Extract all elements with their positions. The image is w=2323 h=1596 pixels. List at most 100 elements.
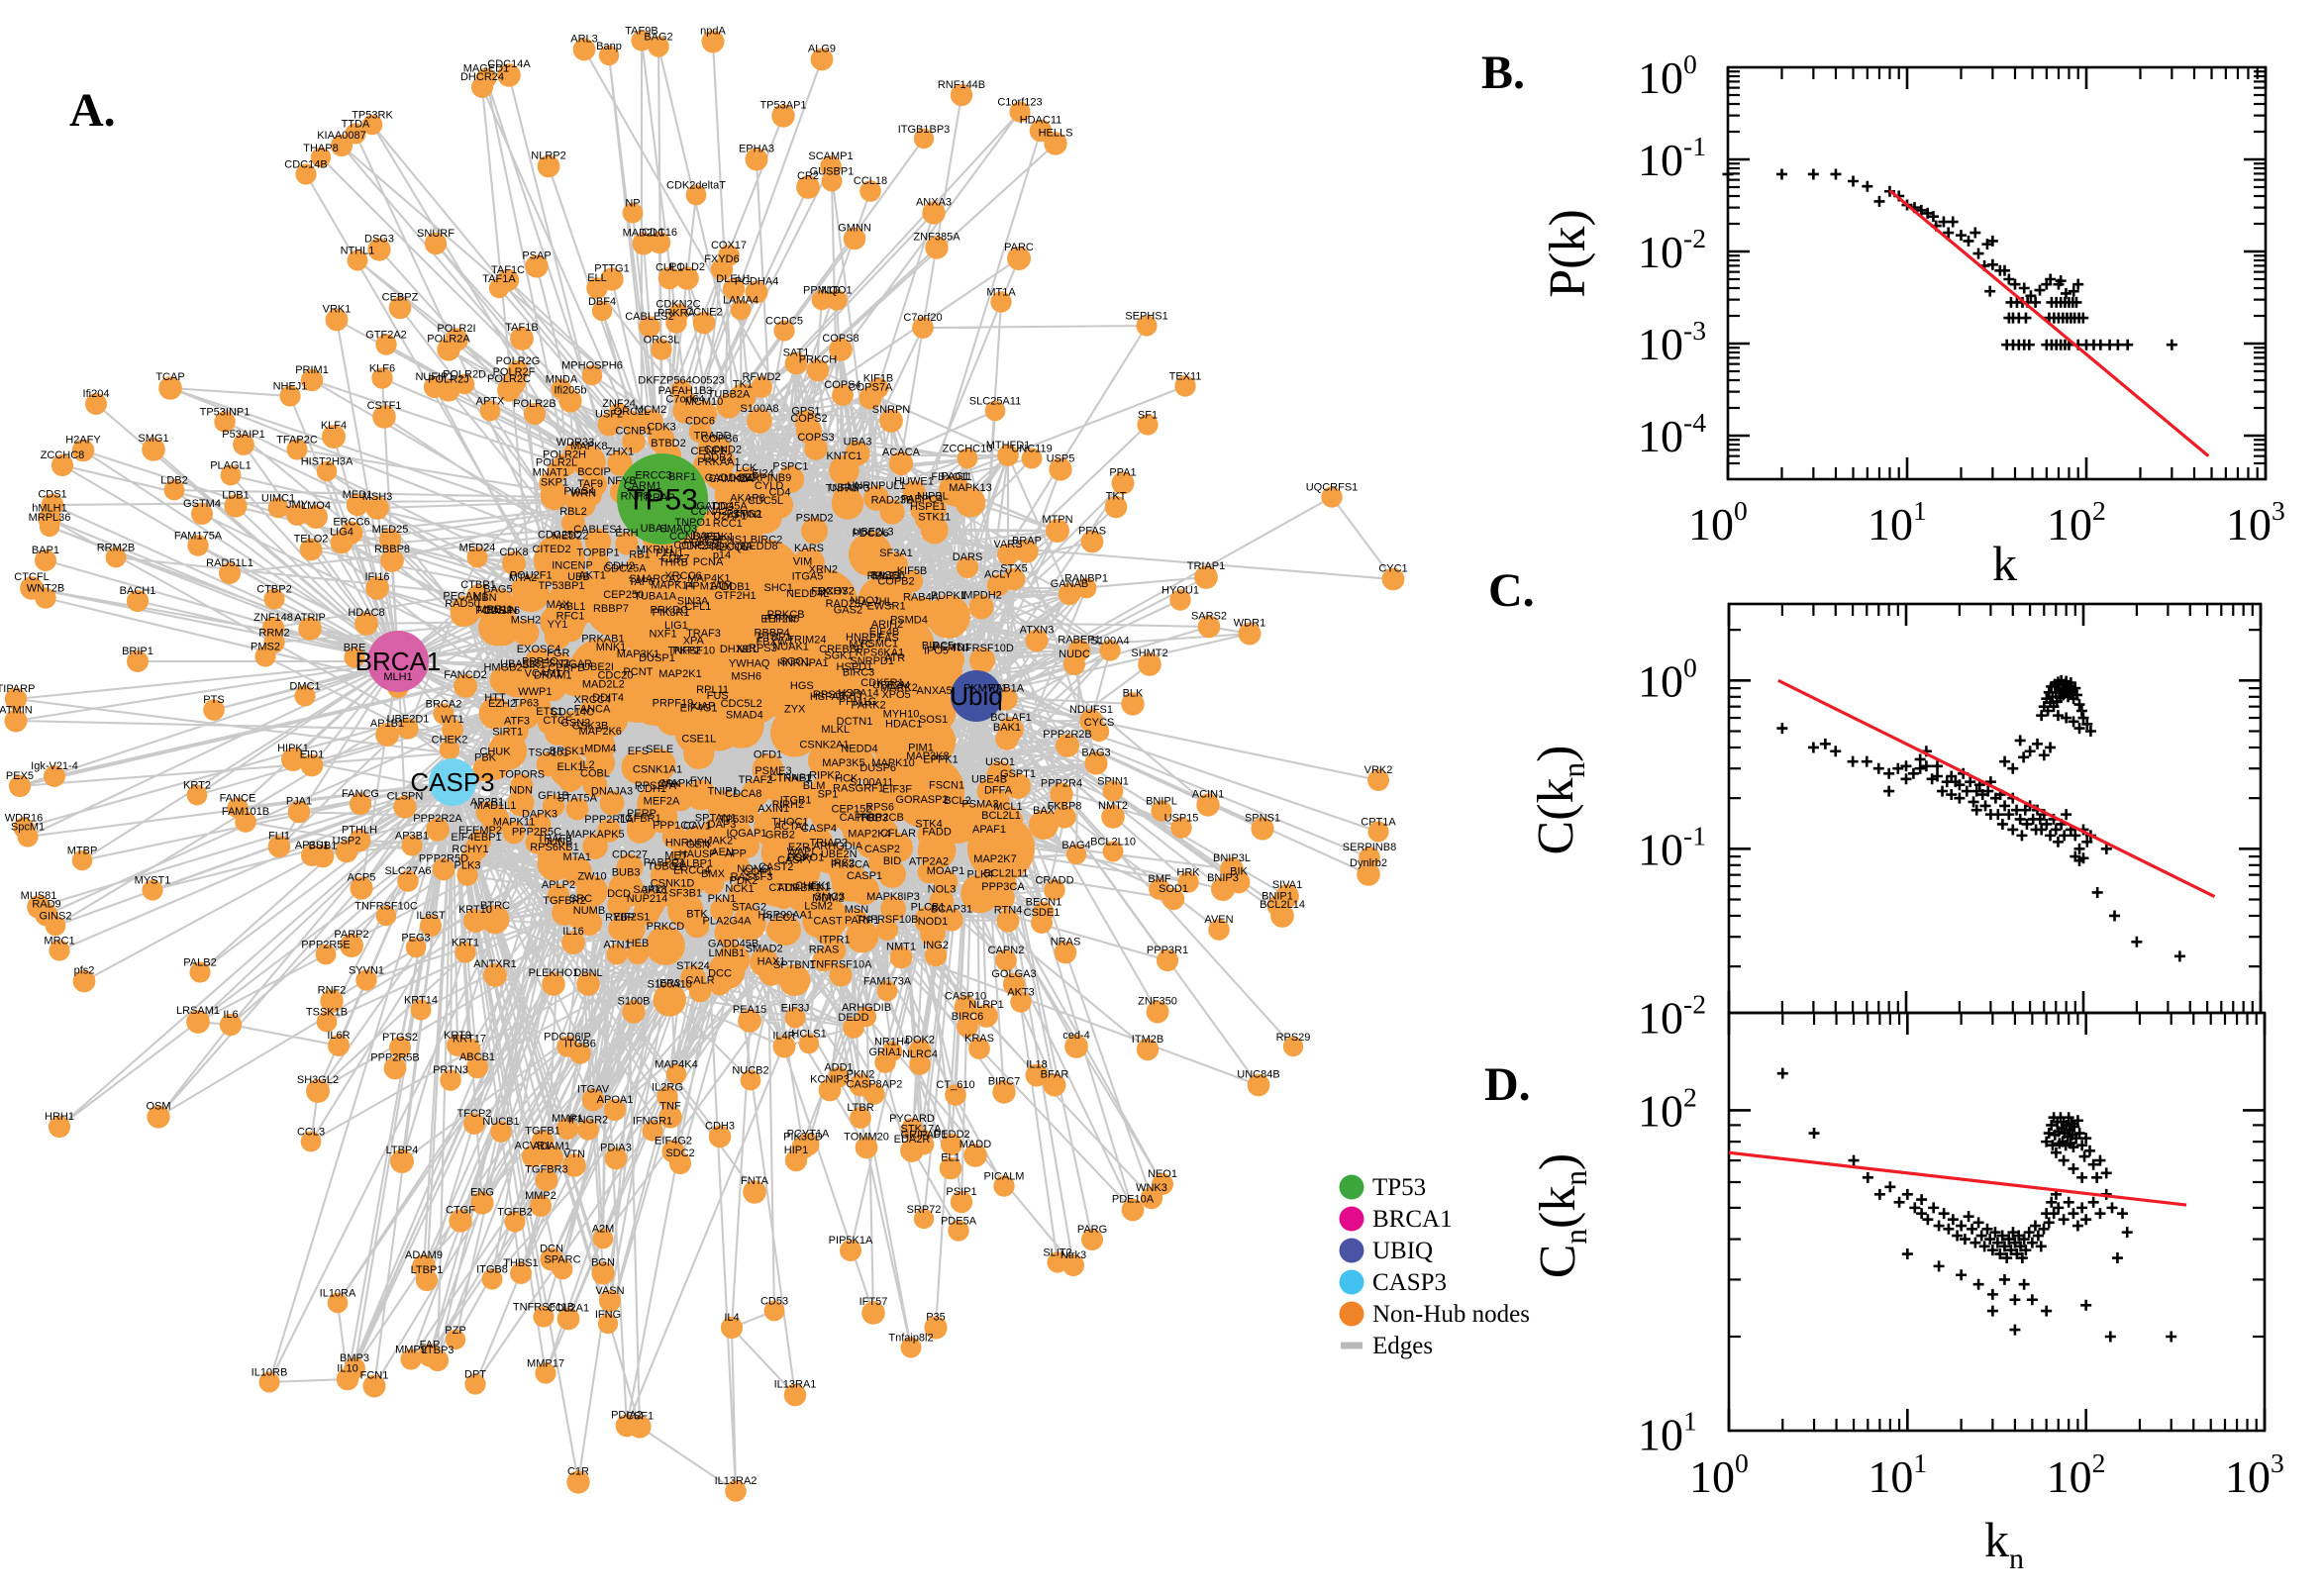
node-label: PEG3 <box>401 933 430 945</box>
node-label: ZNF148 <box>253 612 293 624</box>
network-node <box>535 1362 556 1384</box>
network-node <box>810 48 834 71</box>
node-label: UBR5 <box>829 482 858 494</box>
xtick-label-B: 103 <box>2226 495 2285 549</box>
scatter-points-D <box>1776 1067 2177 1343</box>
node-label: SRC <box>569 893 592 905</box>
network-node <box>299 538 323 561</box>
legend-swatch-brca1 <box>1339 1206 1364 1232</box>
node-label: EIF4EBP1 <box>451 832 501 844</box>
node-label: PCYT1A <box>787 1129 830 1141</box>
node-label: STAT5A <box>557 793 598 805</box>
node-label: VARS <box>993 539 1022 550</box>
node-label: npdA <box>700 26 726 38</box>
node-label: SERPINB8 <box>1343 842 1396 853</box>
node-label: MLKL <box>821 724 850 736</box>
node-label: UBE2N <box>821 848 858 860</box>
node-label: PAFAH1B3 <box>658 385 713 397</box>
network-node <box>912 317 934 339</box>
node-label: SPARC <box>544 1254 580 1266</box>
network-node <box>900 1139 924 1162</box>
network-node <box>710 898 734 922</box>
network-node <box>126 589 150 613</box>
network-node <box>752 484 786 519</box>
node-label: APOA1 <box>597 1094 634 1106</box>
network-node <box>1065 844 1087 865</box>
network-node <box>581 364 603 386</box>
node-label: CSNK2A1 <box>799 740 849 751</box>
panel-letter-b: B. <box>1481 47 1526 99</box>
node-label: A2M <box>592 1224 615 1236</box>
node-label: MTA1 <box>563 851 592 863</box>
node-label: LAMA4 <box>723 295 758 307</box>
node-label: ALG9 <box>808 44 836 55</box>
node-label: CDH3 <box>705 1121 735 1133</box>
node-label: PECAM1 <box>443 591 487 603</box>
node-label: pfs2 <box>74 965 95 977</box>
xtick-label-B: 102 <box>2047 495 2106 549</box>
network-node <box>701 817 730 846</box>
network-node <box>604 1147 628 1170</box>
node-label: CDK5R1 <box>860 677 903 689</box>
node-label: PLEC1 <box>762 912 797 924</box>
node-label: H2AFY <box>65 435 101 447</box>
node-label: KRT2 <box>183 780 211 792</box>
node-label: USF2 <box>595 409 623 421</box>
ylabel-B: P(k) <box>1540 209 1596 298</box>
network-node <box>577 1119 599 1141</box>
node-label: CITED2 <box>532 544 570 555</box>
network-node <box>763 1300 785 1322</box>
network-node <box>362 1374 386 1398</box>
node-label: RRAS <box>809 945 840 956</box>
network-node <box>861 1301 885 1325</box>
node-label: SDC2 <box>665 1147 694 1159</box>
network-node <box>371 367 393 389</box>
node-label: PSMD4 <box>890 614 928 626</box>
network-node <box>646 926 685 965</box>
network-node <box>948 1220 969 1242</box>
node-label: PSMA3 <box>961 799 998 811</box>
node-label: CASP8AP2 <box>847 1078 903 1090</box>
node-label: HNRNPA1 <box>777 657 829 669</box>
node-label: TFAP2C <box>276 434 318 446</box>
node-label: CTTN <box>768 882 797 894</box>
node-label: AKT3 <box>1007 986 1035 998</box>
node-label: DEDD <box>838 1012 868 1024</box>
node-label: MAD1L1 <box>474 800 517 812</box>
node-label: NUP214 <box>627 893 668 905</box>
node-label: ITGB6 <box>564 1038 596 1049</box>
network-node <box>607 450 633 476</box>
node-label: THAP8 <box>303 143 338 154</box>
network-node <box>424 232 448 255</box>
network-node <box>1136 1038 1160 1061</box>
node-label: AP1B1 <box>370 718 404 730</box>
node-label: COPS3 <box>797 432 834 444</box>
node-label: STK11 <box>918 511 951 523</box>
network-node <box>1031 912 1053 934</box>
node-label: CASP1 <box>847 870 882 882</box>
node-label: CTBP1 <box>460 579 495 591</box>
network-node <box>1056 734 1079 757</box>
node-label: POLR2I <box>437 323 475 335</box>
network-node <box>957 1016 978 1038</box>
node-label: RALBP1 <box>671 857 713 869</box>
node-label: DDB2 <box>703 451 732 463</box>
node-label: PLK4 <box>967 869 994 881</box>
network-node <box>745 148 768 171</box>
node-label: COBL <box>580 768 610 780</box>
node-label: IL2RG <box>652 1081 683 1093</box>
node-label: WDR33 <box>556 437 595 449</box>
network-node <box>375 905 397 927</box>
network-node <box>300 753 324 777</box>
network-node <box>1174 375 1196 397</box>
node-label: COPB2 <box>877 575 914 587</box>
node-label: SERPINB9 <box>738 472 791 484</box>
network-node <box>442 719 463 741</box>
node-label: RB1 <box>629 549 650 560</box>
node-label: MMP9 <box>395 1344 427 1355</box>
network-node <box>656 702 690 736</box>
network-node <box>454 674 477 698</box>
network-node <box>771 104 795 128</box>
node-label: TP53AP1 <box>759 99 806 111</box>
